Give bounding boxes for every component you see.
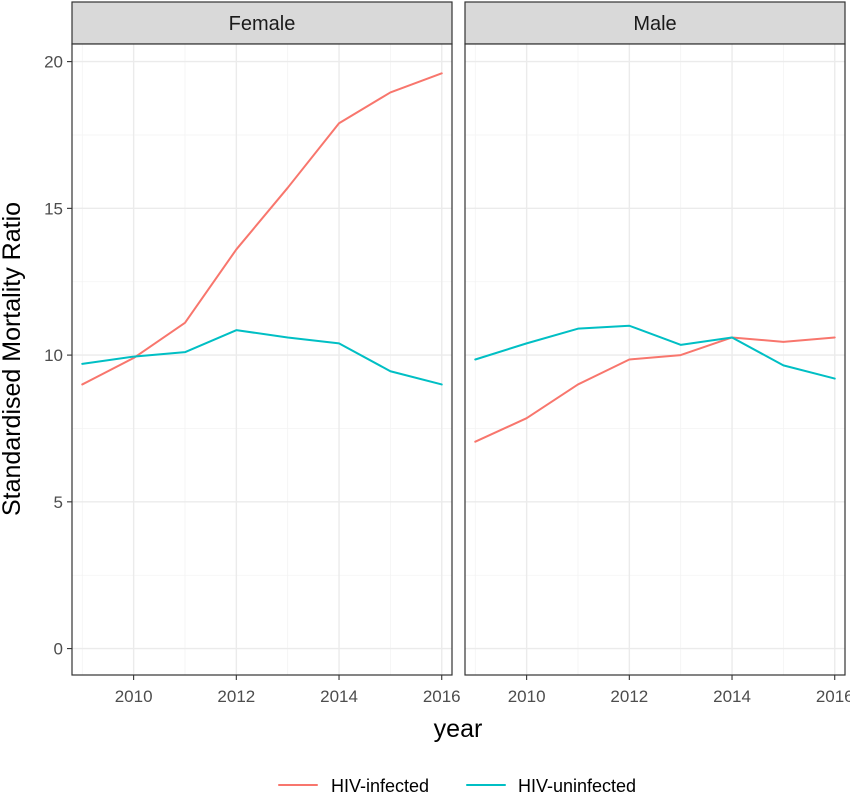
grid-female — [72, 44, 452, 675]
strip-female — [71, 1, 453, 45]
x-tick-label: 2016 — [423, 687, 461, 706]
x-axis-title: year — [434, 715, 483, 743]
x-tick-label: 2012 — [610, 687, 648, 706]
series-lines-female — [81, 72, 443, 386]
y-axis-title: Standardised Mortality Ratio — [0, 202, 26, 516]
x-axis-male: 2010 2012 2014 2016 — [508, 675, 850, 706]
series-line-hiv-uninfected — [81, 329, 443, 386]
panel-border-female — [71, 43, 453, 676]
x-tick-label: 2016 — [816, 687, 850, 706]
y-tick-label: 5 — [54, 493, 63, 512]
plot-area-male — [465, 44, 845, 675]
legend: HIV-infected HIV-uninfected — [278, 776, 636, 794]
x-tick-label: 2014 — [713, 687, 751, 706]
series-line-hiv-infected — [81, 72, 443, 386]
x-tick-label: 2014 — [320, 687, 358, 706]
x-tick-label: 2010 — [508, 687, 546, 706]
plot-area-female — [72, 44, 452, 675]
legend-label-hiv-infected: HIV-infected — [331, 776, 429, 794]
y-tick-label: 10 — [44, 346, 63, 365]
x-tick-label: 2010 — [115, 687, 153, 706]
strip-label-female: Female — [229, 13, 296, 35]
y-axis: 0 5 10 15 20 — [44, 53, 72, 659]
y-tick-label: 20 — [44, 53, 63, 72]
strip-label-male: Male — [633, 13, 676, 35]
x-axis-female: 2010 2012 2014 2016 — [115, 675, 461, 706]
panel-border-male — [464, 43, 846, 676]
y-tick-label: 0 — [54, 640, 63, 659]
legend-label-hiv-uninfected: HIV-uninfected — [518, 776, 636, 794]
series-line-hiv-uninfected — [474, 324, 836, 380]
y-tick-label: 15 — [44, 199, 63, 218]
series-line-hiv-infected — [474, 336, 836, 443]
panel-female: Female 2010 2012 2014 2016 0 5 10 15 20 — [44, 1, 461, 706]
x-tick-label: 2012 — [217, 687, 255, 706]
panel-male: Male 2010 2012 2014 2016 — [464, 1, 850, 706]
series-lines-male — [474, 324, 836, 443]
